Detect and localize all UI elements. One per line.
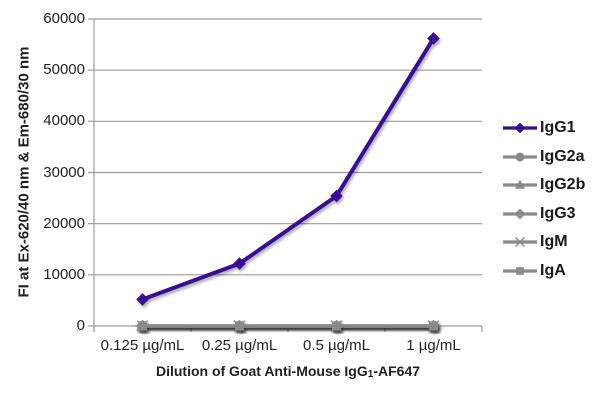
legend-label: IgA: [540, 261, 566, 279]
series-IgG1: [136, 32, 440, 306]
legend-item-IgG2a: IgG2a: [503, 147, 585, 167]
legend-marker-circle-icon: [503, 151, 537, 162]
y-tick-label: 50000: [43, 61, 85, 79]
legend-marker-diamond-icon: [503, 208, 537, 219]
y-tick-label: 30000: [43, 163, 85, 181]
legend-label: IgG2b: [540, 176, 586, 193]
legend-item-IgG3: IgG3: [503, 204, 585, 224]
x-axis-title-suffix: -AF647: [373, 363, 421, 379]
series-line-IgG1: [140, 36, 436, 302]
x-tick-label: 1 µg/mL: [406, 337, 461, 354]
legend-label: IgG1: [540, 119, 576, 136]
marker-IgA-3: [429, 321, 438, 331]
x-axis-title-prefix: Dilution of Goat Anti-Mouse IgG: [155, 363, 368, 379]
marker-IgA-0: [138, 321, 147, 331]
legend-marker-square-icon: [503, 266, 537, 275]
legend-label: IgG3: [540, 204, 576, 222]
legend-marker-triangle-icon: [503, 179, 537, 189]
x-tick-label: 0.5 µg/mL: [302, 337, 371, 354]
legend: IgG1 IgG2a IgG2b IgG3 IgM IgA: [503, 118, 585, 281]
legend-marker-shape: [516, 266, 524, 275]
y-axis-title: FI at Ex-620/40 nm & Em-680/30 nm: [15, 46, 33, 298]
legend-item-IgA: IgA: [503, 261, 585, 281]
legend-item-IgG1: IgG1: [503, 118, 585, 138]
marker-IgG1-0: [136, 293, 149, 306]
legend-item-IgM: IgM: [503, 232, 585, 252]
legend-marker-asterisk-icon: [503, 237, 537, 247]
x-axis-title: Dilution of Goat Anti-Mouse IgG1-AF647: [94, 363, 482, 380]
marker-IgA-2: [332, 321, 341, 331]
legend-label: IgM: [540, 233, 568, 250]
series-IgA: [138, 321, 438, 331]
x-tick-label: 0.25 µg/mL: [201, 337, 278, 354]
y-tick-label: 10000: [43, 265, 85, 283]
y-tick-label: 0: [76, 317, 85, 334]
marker-IgA-1: [235, 321, 244, 331]
legend-label: IgG2a: [540, 147, 585, 165]
marker-IgG1-2: [330, 189, 343, 203]
legend-marker-shape: [514, 122, 526, 134]
legend-marker-shape: [514, 179, 526, 189]
legend-marker-shape: [513, 237, 527, 247]
marker-IgG1-3: [427, 32, 440, 45]
y-tick-label: 20000: [43, 214, 85, 232]
y-tick-label: 40000: [43, 112, 85, 130]
x-axis-title-subscript: 1: [367, 369, 374, 380]
legend-marker-diamond-icon: [503, 122, 537, 134]
y-tick-label: 60000: [43, 10, 85, 27]
legend-item-IgG2b: IgG2b: [503, 175, 585, 195]
legend-marker-shape: [514, 208, 526, 219]
x-tick-label: 0.125 µg/mL: [100, 337, 185, 354]
marker-IgG1-1: [233, 257, 246, 270]
legend-marker-shape: [515, 151, 525, 162]
